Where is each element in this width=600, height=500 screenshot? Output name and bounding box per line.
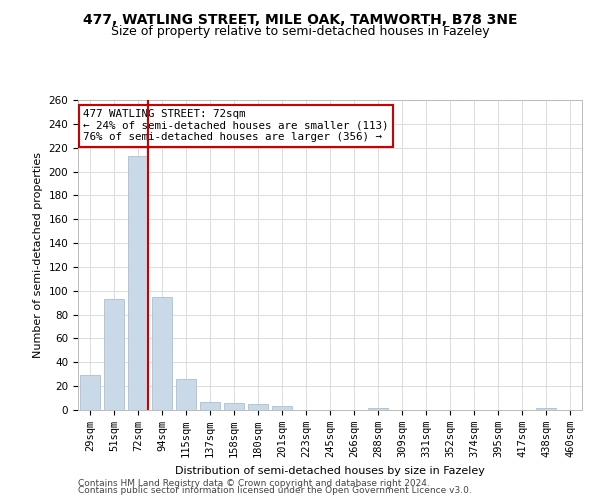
X-axis label: Distribution of semi-detached houses by size in Fazeley: Distribution of semi-detached houses by …	[175, 466, 485, 475]
Bar	[128, 156, 148, 410]
Text: 477 WATLING STREET: 72sqm
← 24% of semi-detached houses are smaller (113)
76% of: 477 WATLING STREET: 72sqm ← 24% of semi-…	[83, 110, 389, 142]
Bar	[536, 408, 556, 410]
Bar	[176, 379, 196, 410]
Text: Size of property relative to semi-detached houses in Fazeley: Size of property relative to semi-detach…	[110, 25, 490, 38]
Bar	[152, 296, 172, 410]
Bar	[224, 403, 244, 410]
Bar	[200, 402, 220, 410]
Text: Contains public sector information licensed under the Open Government Licence v3: Contains public sector information licen…	[78, 486, 472, 495]
Bar	[80, 376, 100, 410]
Text: Contains HM Land Registry data © Crown copyright and database right 2024.: Contains HM Land Registry data © Crown c…	[78, 478, 430, 488]
Y-axis label: Number of semi-detached properties: Number of semi-detached properties	[33, 152, 43, 358]
Bar	[272, 406, 292, 410]
Bar	[248, 404, 268, 410]
Bar	[104, 299, 124, 410]
Bar	[368, 408, 388, 410]
Text: 477, WATLING STREET, MILE OAK, TAMWORTH, B78 3NE: 477, WATLING STREET, MILE OAK, TAMWORTH,…	[83, 12, 517, 26]
